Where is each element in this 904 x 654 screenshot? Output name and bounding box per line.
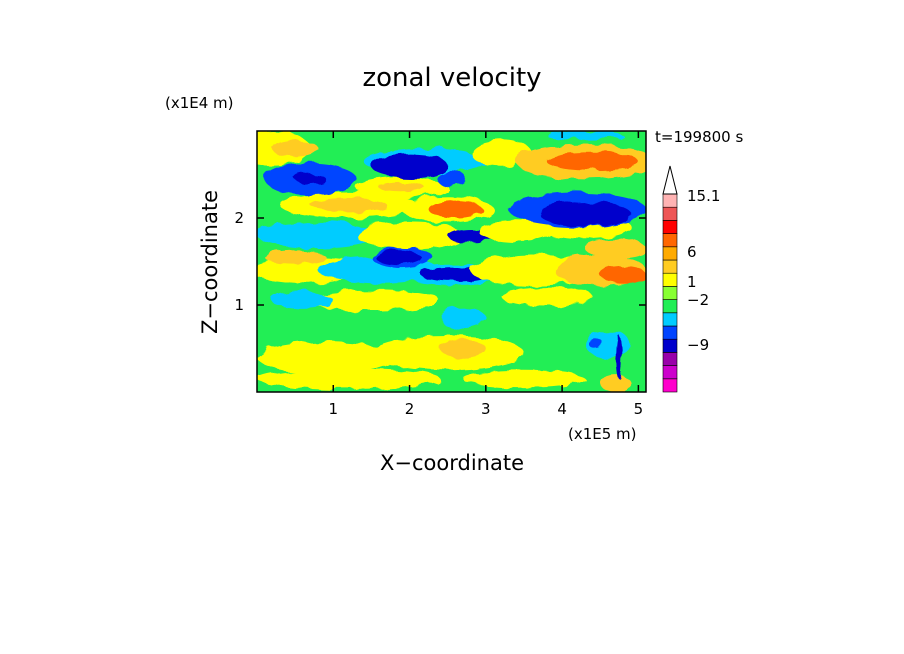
- y-unit-label: (x1E4 m): [165, 94, 234, 112]
- contour-region-15: [375, 250, 421, 265]
- colorbar-label-4: −9: [687, 336, 709, 354]
- colorbar-segment-0: [662, 378, 678, 393]
- colorbar-segment-7: [662, 286, 678, 300]
- contour-region-40: [371, 153, 448, 178]
- x-tick-label-4: 5: [634, 400, 644, 418]
- y-axis-label: Z−coordinate: [198, 190, 222, 334]
- colorbar-segment-2: [662, 352, 678, 366]
- colorbar-extend-arrow: [662, 165, 678, 195]
- contour-region-7: [440, 307, 486, 329]
- colorbar-segment-12: [662, 220, 678, 234]
- y-tick-label-1: 2: [234, 209, 244, 227]
- contour-region-46: [600, 374, 631, 392]
- colorbar-segment-13: [662, 206, 678, 221]
- contour-region-0: [257, 341, 395, 373]
- colorbar-segment-1: [662, 365, 678, 380]
- contour-region-24: [478, 220, 555, 242]
- contour-region-3: [257, 368, 441, 390]
- x-tick-label-0: 1: [329, 400, 339, 418]
- time-label: t=199800 s: [655, 128, 743, 146]
- chart-title: zonal velocity: [362, 63, 541, 93]
- colorbar-segment-8: [662, 272, 678, 287]
- x-axis-label: X−coordinate: [380, 451, 524, 475]
- contour-region-26: [584, 239, 646, 258]
- x-unit-label: (x1E5 m): [568, 425, 637, 443]
- colorbar-segment-10: [662, 246, 678, 261]
- contour-region-2: [440, 339, 486, 358]
- contour-region-30: [428, 200, 483, 218]
- contour-region-21: [257, 222, 380, 249]
- contour-region-8: [272, 291, 334, 310]
- contour-region-42: [470, 139, 532, 166]
- contour-region-5: [302, 290, 441, 312]
- contour-region-10: [588, 339, 605, 349]
- x-tick-label-1: 2: [405, 400, 415, 418]
- colorbar-segment-6: [662, 299, 678, 314]
- colorbar-label-0: 15.1: [687, 187, 720, 205]
- x-tick-label-2: 3: [481, 400, 491, 418]
- colorbar-segment-4: [662, 325, 678, 340]
- contour-region-45: [546, 131, 624, 140]
- y-tick-label-0: 1: [234, 296, 244, 314]
- x-axis: 1 2 3 4 5: [329, 131, 644, 418]
- contour-region-47: [616, 335, 623, 379]
- colorbar-segment-11: [662, 233, 678, 248]
- contour-region-34: [295, 173, 326, 185]
- colorbar-segment-3: [662, 338, 678, 353]
- contour-region-4: [462, 370, 585, 388]
- contour-region-38: [272, 139, 319, 158]
- contour-region-20: [600, 265, 646, 284]
- colorbar-segment-14: [662, 193, 678, 208]
- colorbar-segment-5: [662, 312, 678, 327]
- contour-region-12: [264, 250, 326, 265]
- colorbar-label-3: −2: [687, 291, 709, 309]
- x-tick-label-3: 4: [557, 400, 567, 418]
- plot-frame: [256, 130, 647, 393]
- y-axis: 12: [234, 209, 646, 314]
- contour-region-44: [546, 152, 639, 171]
- contour-region-41: [436, 171, 467, 186]
- colorbar-label-1: 6: [687, 243, 697, 261]
- colorbar: 15.1 6 1−2 −9: [662, 165, 720, 393]
- contour-region-36: [379, 182, 425, 193]
- contour-region-28: [310, 197, 387, 212]
- colorbar-label-2: 1: [687, 273, 697, 291]
- contour-region-22: [356, 222, 463, 249]
- contour-field: [257, 131, 646, 392]
- contour-region-32: [539, 201, 631, 226]
- contour-region-6: [501, 287, 593, 305]
- colorbar-segment-9: [662, 259, 678, 274]
